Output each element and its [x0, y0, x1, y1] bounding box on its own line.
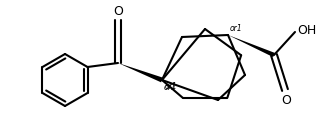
- Text: O: O: [281, 94, 291, 107]
- Text: or1: or1: [230, 24, 242, 33]
- Polygon shape: [118, 63, 163, 82]
- Polygon shape: [228, 35, 275, 57]
- Text: O: O: [113, 5, 123, 18]
- Text: or1: or1: [164, 83, 177, 92]
- Text: or1: or1: [165, 82, 178, 91]
- Text: OH: OH: [297, 24, 316, 38]
